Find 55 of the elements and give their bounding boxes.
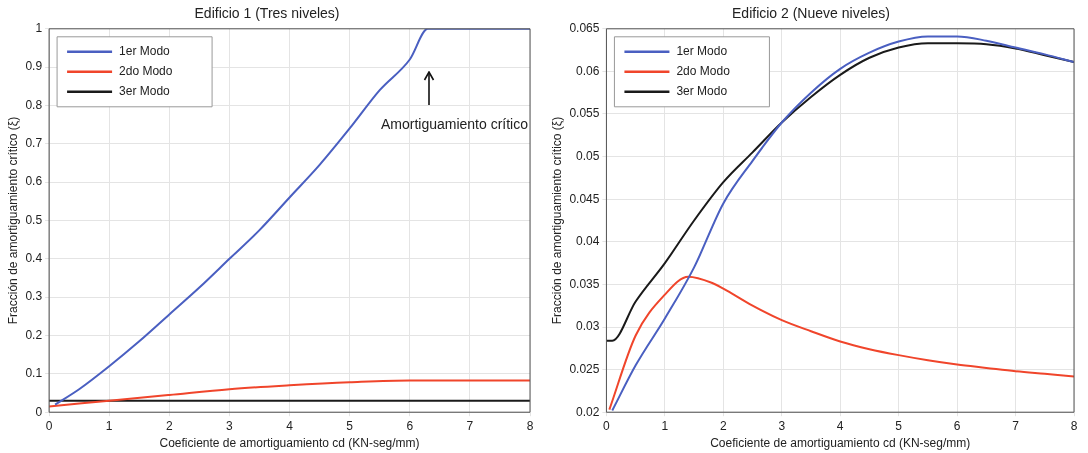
x-tick-label: 2 [165, 418, 173, 433]
x-tick-label: 5 [895, 418, 903, 433]
x-tick-label: 5 [346, 418, 354, 433]
y-tick-label: 0.5 [25, 212, 43, 227]
y-tick-label: 0.025 [569, 361, 600, 376]
y-tick-label: 0.04 [576, 234, 600, 249]
y-tick-label: 0 [35, 404, 43, 419]
x-tick-label: 8 [526, 418, 534, 433]
legend-label: 3er Modo [676, 84, 728, 99]
x-axis-title: Coeficiente de amortiguamiento cd (KN-seg/mm) [710, 436, 971, 451]
line-series [49, 379, 530, 408]
x-tick-label: 0 [603, 418, 611, 433]
legend-label: 2do Modo [119, 64, 173, 79]
x-tick-label: 3 [778, 418, 786, 433]
y-tick-label: 0.2 [25, 327, 43, 342]
legend-label: 2do Modo [676, 64, 731, 79]
x-tick-label: 4 [836, 418, 844, 433]
y-axis-title: Fracción de amortiguamiento crítico (ξ) [549, 116, 564, 325]
y-tick-label: 0.06 [576, 63, 600, 78]
y-axis-title: Fracción de amortiguamiento crítico (ξ) [5, 116, 20, 325]
line-series [611, 35, 1074, 412]
x-axis-title: Coeficiente de amortiguamiento cd (KN-seg/mm) [159, 436, 420, 451]
legend-label: 1er Modo [119, 44, 171, 59]
y-tick-label: 0.045 [569, 191, 600, 206]
x-tick-label: 2 [719, 418, 727, 433]
legend-label: 3er Modo [119, 84, 171, 99]
x-tick-label: 7 [466, 418, 474, 433]
y-tick-label: 0.065 [569, 21, 600, 36]
x-tick-label: 1 [105, 418, 113, 433]
x-tick-label: 7 [1012, 418, 1020, 433]
legend-label: 1er Modo [676, 44, 728, 59]
y-tick-label: 0.8 [25, 97, 43, 112]
y-tick-label: 0.05 [576, 148, 600, 163]
x-tick-label: 1 [661, 418, 669, 433]
y-tick-label: 0.3 [25, 289, 43, 304]
y-tick-label: 0.1 [25, 366, 43, 381]
line-series [54, 28, 530, 406]
y-tick-label: 0.035 [569, 276, 600, 291]
x-tick-label: 4 [286, 418, 294, 433]
annotation: Amortiguamiento crítico [380, 115, 529, 132]
y-tick-label: 0.02 [576, 404, 600, 419]
chart-title: Edificio 2 (Nueve niveles) [732, 5, 890, 22]
y-tick-label: 0.03 [576, 319, 600, 334]
y-tick-label: 0.9 [25, 59, 43, 74]
x-tick-label: 3 [226, 418, 234, 433]
y-tick-label: 1 [35, 21, 43, 36]
x-tick-label: 0 [45, 418, 53, 433]
y-tick-label: 0.055 [569, 106, 600, 121]
y-tick-label: 0.7 [25, 136, 43, 151]
x-tick-label: 6 [406, 418, 414, 433]
x-tick-label: 8 [1070, 418, 1078, 433]
y-tick-label: 0.4 [25, 251, 43, 266]
y-tick-label: 0.6 [25, 174, 43, 189]
x-tick-label: 6 [953, 418, 961, 433]
chart-title: Edificio 1 (Tres niveles) [194, 5, 340, 22]
